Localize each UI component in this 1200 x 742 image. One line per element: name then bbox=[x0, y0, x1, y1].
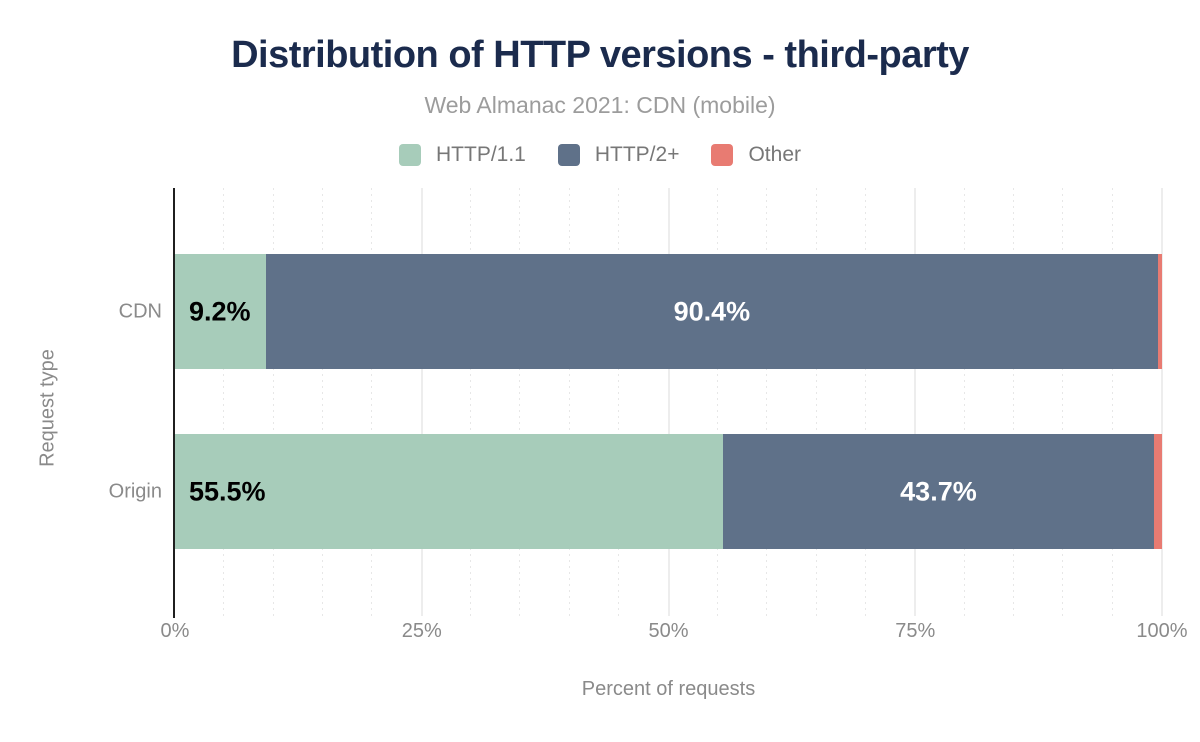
minor-gridline bbox=[766, 188, 768, 616]
legend-item-other[interactable]: Other bbox=[707, 141, 805, 169]
minor-gridline bbox=[223, 188, 225, 616]
bar-value-label: 43.7% bbox=[900, 476, 977, 506]
legend-swatch bbox=[557, 144, 580, 166]
bar-segment-http-2-[interactable]: 90.4% bbox=[265, 254, 1159, 369]
minor-gridline bbox=[322, 188, 324, 616]
x-axis-ticks: 0% 25% 50% 75% 100% bbox=[161, 620, 1188, 644]
legend-label: Other bbox=[748, 143, 801, 166]
minor-gridline bbox=[1062, 188, 1064, 616]
minor-gridline bbox=[618, 188, 620, 616]
bar-value-label: 55.5% bbox=[189, 476, 266, 506]
minor-gridline bbox=[1111, 188, 1113, 616]
bar-row-origin: 55.5% 43.7% bbox=[175, 434, 1162, 549]
minor-gridline bbox=[470, 188, 472, 616]
bar-value-label: 9.2% bbox=[189, 296, 251, 326]
bar-segment-other[interactable] bbox=[1154, 434, 1162, 549]
y-axis-line bbox=[173, 188, 175, 618]
chart-subtitle: Web Almanac 2021: CDN (mobile) bbox=[424, 92, 776, 118]
x-axis-title: Percent of requests bbox=[581, 678, 756, 700]
legend-label: HTTP/2+ bbox=[594, 143, 680, 166]
minor-gridline bbox=[1012, 188, 1014, 616]
bar-row-cdn: 9.2% 90.4% bbox=[175, 254, 1162, 369]
y-tick-label-cdn: CDN bbox=[118, 300, 162, 322]
legend-swatch bbox=[711, 144, 734, 166]
bar-segment-http-1-1[interactable]: 9.2% bbox=[175, 254, 266, 369]
minor-gridline bbox=[568, 188, 570, 616]
chart-title: Distribution of HTTP versions - third-pa… bbox=[231, 34, 969, 76]
major-gridline bbox=[1161, 188, 1163, 616]
bar-segment-http-2-[interactable]: 43.7% bbox=[722, 434, 1155, 549]
bar-value-label: 90.4% bbox=[673, 296, 751, 326]
bar-segment-http-1-1[interactable]: 55.5% bbox=[175, 434, 723, 549]
minor-gridline bbox=[815, 188, 817, 616]
legend-item-http-1-1[interactable]: HTTP/1.1 bbox=[395, 141, 530, 169]
major-gridline bbox=[667, 188, 670, 616]
plot-area: 9.2% 90.4% 55.5% 43.7% bbox=[173, 188, 1163, 618]
x-tick-label-25: 25% bbox=[401, 620, 442, 642]
minor-gridline bbox=[272, 188, 274, 616]
minor-gridline bbox=[716, 188, 718, 616]
x-tick-label-75: 75% bbox=[895, 620, 936, 642]
legend-label: HTTP/1.1 bbox=[436, 143, 526, 166]
minor-gridline bbox=[519, 188, 521, 616]
major-gridline bbox=[914, 188, 917, 616]
y-tick-label-origin: Origin bbox=[108, 480, 162, 502]
y-axis-labels: CDN Origin bbox=[0, 188, 162, 616]
x-tick-label-50: 50% bbox=[648, 620, 689, 642]
minor-gridline bbox=[864, 188, 866, 616]
minor-gridline bbox=[371, 188, 373, 616]
legend-swatch bbox=[399, 144, 421, 166]
legend: HTTP/1.1 HTTP/2+ Other bbox=[0, 141, 1200, 169]
minor-gridline bbox=[963, 188, 965, 616]
bar-segment-other[interactable] bbox=[1158, 254, 1162, 369]
x-tick-label-100: 100% bbox=[1136, 620, 1188, 642]
x-tick-label-0: 0% bbox=[160, 620, 190, 642]
major-gridline bbox=[420, 188, 423, 616]
legend-item-http-2-[interactable]: HTTP/2+ bbox=[554, 141, 684, 169]
